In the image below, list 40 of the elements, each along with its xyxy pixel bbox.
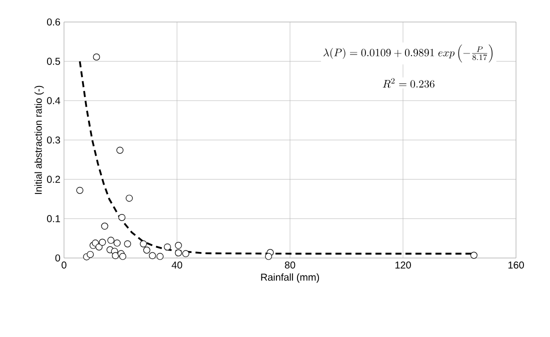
point [126,194,133,202]
y-tick-label: 0.4 [47,97,60,104]
point [174,249,182,256]
x-tick-label: 0 [62,262,66,269]
point [107,236,114,244]
point [119,252,126,260]
y-tick-label: 0.6 [47,18,60,26]
point [112,252,119,260]
point [92,54,100,61]
x-tick-label: 120 [395,262,411,269]
y-tick-label: 0.5 [47,58,60,65]
point [116,146,124,154]
point [76,186,84,194]
point [101,222,108,230]
point [143,246,150,254]
y-tick-label: 0.1 [47,215,60,222]
x-tick-label: 40 [172,262,182,269]
point [156,252,164,260]
point [86,250,94,258]
point [148,252,156,260]
point [265,252,272,260]
y-tick-label: 0.2 [47,176,60,183]
x-axis-title: Rainfall (mm) [261,273,319,283]
y-tick-label: 0.3 [47,136,60,144]
point [164,243,171,250]
point [96,243,103,250]
y-tick-label: 0 [55,254,60,262]
point [182,250,190,258]
x-tick-label: 80 [284,262,296,269]
point [98,238,106,246]
annotation: $\lambda(P) = 0.0109 + 0.9891\; exp\left(-\frac{P}{8.17}\right)$ [324,44,493,62]
y-axis-title: Initial abstraction ratio (-) [34,86,44,194]
point [124,240,132,248]
point [140,240,147,248]
point [114,240,121,247]
point [118,214,126,221]
annotation: $R^2 = 0.236$ [382,78,434,88]
point [470,252,478,259]
x-tick-label: 160 [508,262,524,269]
point [174,242,182,249]
